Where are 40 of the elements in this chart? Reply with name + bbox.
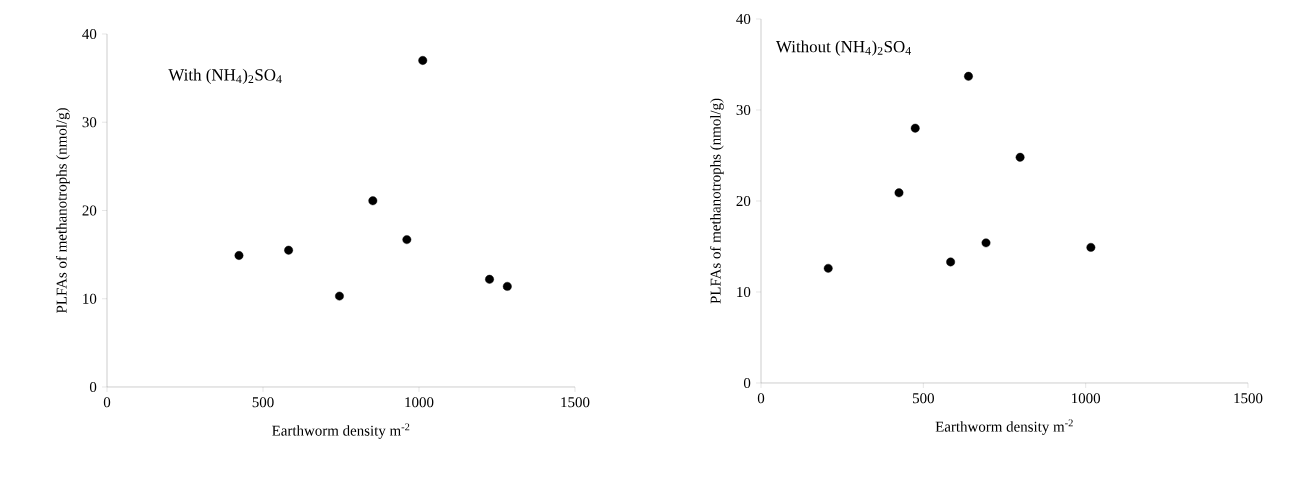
y-tick-label: 0	[743, 377, 751, 389]
point	[1086, 243, 1096, 252]
point	[964, 71, 973, 81]
x-tick-label: 500	[913, 393, 934, 404]
point	[485, 274, 494, 284]
point	[368, 196, 378, 206]
point	[402, 235, 412, 245]
point	[981, 238, 991, 248]
y-tick-label: 10	[83, 293, 97, 304]
x-tick-label: 0	[103, 397, 111, 408]
point	[894, 188, 904, 198]
x-tick-label: 1000	[1072, 393, 1101, 404]
annotation: Without (NH$_{4}$)$_{2}$SO$_{4}$	[775, 40, 911, 56]
x-axis-title: Earthworm density m$^{-2}$	[272, 423, 410, 439]
y-tick-label: 30	[736, 104, 751, 116]
x-tick-label: 1500	[1234, 393, 1263, 404]
x-tick-label: 1500	[561, 397, 590, 408]
y-axis-title: PLFAs of methanotrophs (nmol/g)	[709, 98, 724, 304]
point	[284, 245, 293, 255]
point	[418, 56, 428, 65]
x-tick-label: 0	[757, 393, 765, 404]
x-axis-title: Earthworm density m$^{-2}$	[935, 419, 1073, 435]
y-tick-label: 10	[737, 286, 751, 298]
y-tick-label: 40	[736, 13, 751, 25]
y-tick-label: 0	[89, 381, 97, 393]
point	[502, 281, 512, 291]
point	[946, 257, 956, 267]
y-tick-label: 30	[82, 117, 97, 128]
point	[1015, 152, 1025, 162]
x-tick-label: 1000	[405, 397, 434, 408]
y-tick-label: 40	[82, 28, 97, 40]
annotation: With (NH$_{4}$)$_{2}$SO$_{4}$	[168, 68, 282, 85]
point	[234, 251, 244, 260]
point	[823, 263, 833, 273]
y-axis-title: PLFAs of methanotrophs (nmol/g)	[55, 108, 70, 314]
x-tick-label: 500	[252, 397, 274, 408]
y-tick-label: 20	[82, 205, 97, 216]
point	[335, 291, 344, 301]
y-tick-label: 20	[736, 195, 751, 207]
point	[910, 123, 920, 133]
